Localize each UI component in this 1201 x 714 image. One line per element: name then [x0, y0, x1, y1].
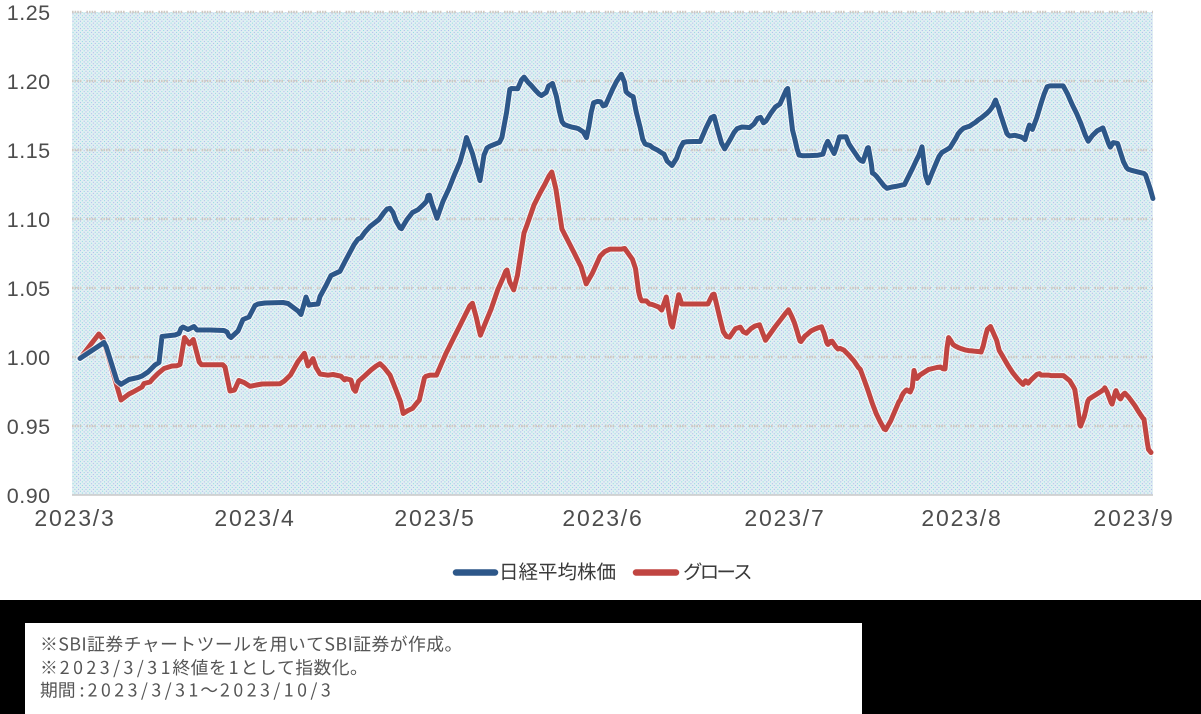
- svg-text:1.25: 1.25: [7, 1, 51, 25]
- svg-text:2023/5: 2023/5: [394, 505, 475, 531]
- svg-text:2023/7: 2023/7: [744, 505, 825, 531]
- svg-text:2023/3: 2023/3: [34, 505, 115, 531]
- svg-text:1.20: 1.20: [7, 70, 51, 94]
- svg-text:1.05: 1.05: [7, 277, 51, 301]
- svg-text:1.15: 1.15: [7, 139, 51, 163]
- svg-text:2023/8: 2023/8: [921, 505, 1002, 531]
- svg-text:2023/6: 2023/6: [562, 505, 643, 531]
- svg-text:1.00: 1.00: [7, 346, 51, 370]
- svg-text:2023/9: 2023/9: [1093, 505, 1174, 531]
- svg-text:2023/4: 2023/4: [214, 505, 295, 531]
- svg-text:1.10: 1.10: [7, 208, 51, 232]
- svg-text:0.90: 0.90: [7, 484, 51, 508]
- svg-text:0.95: 0.95: [7, 415, 51, 439]
